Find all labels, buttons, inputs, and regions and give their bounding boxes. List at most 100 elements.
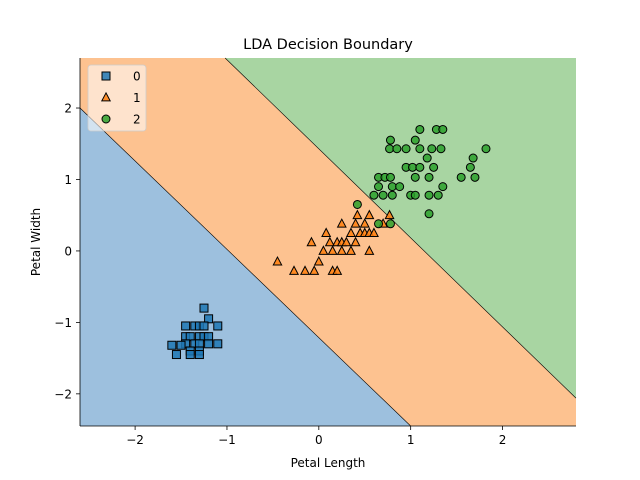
point-class-1 bbox=[336, 218, 347, 228]
point-class-2 bbox=[374, 219, 384, 229]
point-class-2 bbox=[410, 172, 420, 182]
point-class-0 bbox=[204, 314, 214, 324]
legend-entry-2: 2 bbox=[101, 113, 141, 127]
boundary-line-0-1 bbox=[79, 107, 411, 427]
legend-entry-1: 1 bbox=[100, 91, 141, 105]
data-points bbox=[167, 124, 491, 360]
point-class-1 bbox=[318, 245, 329, 255]
point-class-1 bbox=[345, 227, 356, 237]
y-axis-label: Petal Width bbox=[29, 208, 43, 276]
point-class-2 bbox=[436, 144, 446, 154]
legend-label: 1 bbox=[133, 91, 141, 105]
point-class-2 bbox=[424, 190, 434, 200]
point-class-0 bbox=[181, 321, 191, 331]
axes: −2 −1 0 1 2 −2 −1 0 1 2 bbox=[54, 58, 576, 447]
point-class-2 bbox=[378, 190, 388, 200]
x-tick-label: 0 bbox=[315, 433, 323, 447]
point-class-1 bbox=[321, 227, 332, 237]
point-class-1 bbox=[364, 209, 375, 220]
point-class-1 bbox=[350, 236, 361, 247]
point-class-2 bbox=[369, 190, 379, 200]
point-class-2 bbox=[385, 172, 395, 182]
point-class-2 bbox=[410, 135, 420, 145]
point-class-1 bbox=[272, 255, 283, 266]
legend-label: 2 bbox=[133, 113, 141, 127]
legend-marker bbox=[101, 114, 111, 124]
point-class-2 bbox=[374, 182, 384, 192]
point-class-1 bbox=[384, 209, 395, 220]
point-class-1 bbox=[352, 209, 363, 220]
point-class-1 bbox=[345, 245, 356, 255]
point-class-1 bbox=[364, 245, 375, 255]
point-class-0 bbox=[213, 321, 223, 331]
x-tick-label: 1 bbox=[407, 433, 415, 447]
x-tick-label: −2 bbox=[126, 433, 144, 447]
point-class-0 bbox=[171, 350, 181, 360]
point-class-2 bbox=[465, 162, 475, 172]
point-class-0 bbox=[194, 350, 204, 360]
point-class-2 bbox=[408, 162, 418, 172]
region-class-0 bbox=[80, 58, 411, 426]
series-0 bbox=[167, 303, 223, 360]
point-class-2 bbox=[387, 182, 397, 192]
legend-entry-0: 0 bbox=[101, 70, 141, 84]
legend: 0 1 2 bbox=[87, 64, 147, 132]
series-1 bbox=[272, 209, 395, 275]
legend-box bbox=[87, 64, 147, 132]
chart-title: LDA Decision Boundary bbox=[243, 37, 413, 53]
point-class-1 bbox=[324, 236, 335, 247]
point-class-2 bbox=[401, 144, 411, 154]
point-class-2 bbox=[470, 172, 480, 182]
point-class-2 bbox=[456, 172, 466, 182]
point-class-2 bbox=[438, 124, 448, 134]
y-tick-label: −1 bbox=[54, 316, 72, 330]
legend-marker bbox=[101, 71, 111, 81]
point-class-2 bbox=[415, 124, 425, 134]
point-class-0 bbox=[167, 340, 177, 350]
point-class-1 bbox=[313, 255, 324, 266]
point-class-1 bbox=[332, 265, 343, 275]
boundary-line-1-2 bbox=[224, 57, 577, 399]
legend-label: 0 bbox=[133, 70, 141, 84]
point-class-0 bbox=[185, 332, 195, 342]
point-class-2 bbox=[385, 219, 395, 229]
point-class-2 bbox=[438, 182, 448, 192]
point-class-2 bbox=[385, 135, 395, 145]
point-class-2 bbox=[429, 162, 439, 172]
point-class-2 bbox=[410, 190, 420, 200]
point-class-0 bbox=[204, 339, 214, 349]
x-tick-label: −1 bbox=[218, 433, 236, 447]
point-class-1 bbox=[359, 218, 370, 228]
point-class-1 bbox=[306, 236, 317, 247]
point-class-2 bbox=[395, 182, 405, 192]
y-tick-label: −2 bbox=[54, 387, 72, 401]
y-tick-label: 0 bbox=[64, 244, 72, 258]
point-class-2 bbox=[427, 144, 437, 154]
point-class-2 bbox=[392, 144, 402, 154]
point-class-2 bbox=[352, 199, 362, 209]
x-tick-label: 2 bbox=[499, 433, 507, 447]
point-class-1 bbox=[327, 245, 338, 255]
point-class-0 bbox=[213, 339, 223, 349]
decision-boundaries bbox=[79, 57, 577, 427]
point-class-0 bbox=[199, 321, 209, 331]
point-class-1 bbox=[368, 227, 379, 237]
point-class-1 bbox=[309, 265, 320, 275]
point-class-0 bbox=[185, 350, 195, 360]
point-class-2 bbox=[481, 144, 491, 154]
point-class-2 bbox=[415, 162, 425, 172]
point-class-2 bbox=[387, 190, 397, 200]
y-tick-label: 2 bbox=[64, 102, 72, 116]
point-class-2 bbox=[468, 153, 478, 163]
point-class-2 bbox=[424, 172, 434, 182]
y-tick-label: 1 bbox=[64, 173, 72, 187]
point-class-2 bbox=[385, 144, 395, 154]
point-class-2 bbox=[415, 144, 425, 154]
point-class-1 bbox=[300, 265, 311, 275]
point-class-2 bbox=[424, 209, 434, 219]
point-class-1 bbox=[350, 218, 361, 228]
point-class-1 bbox=[336, 245, 347, 255]
x-axis-label: Petal Length bbox=[291, 456, 366, 470]
point-class-2 bbox=[433, 190, 443, 200]
